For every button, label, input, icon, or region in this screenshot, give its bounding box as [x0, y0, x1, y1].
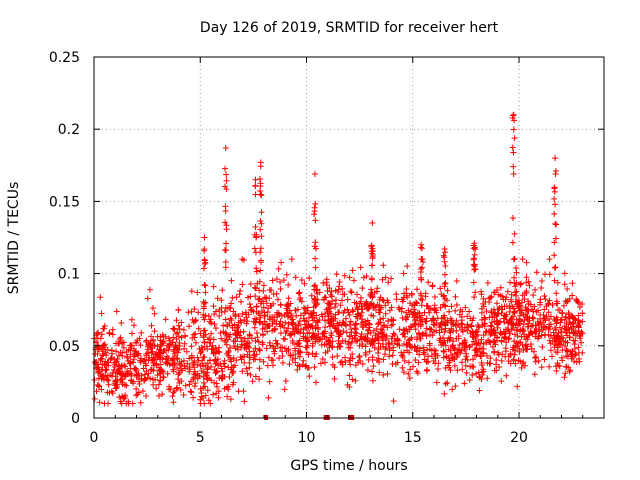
- y-tick-label: 0.1: [58, 267, 80, 283]
- x-tick-label: 10: [298, 430, 316, 446]
- y-tick-label: 0.25: [49, 50, 80, 66]
- x-tick-label: 15: [404, 430, 422, 446]
- x-tick-label: 20: [510, 430, 528, 446]
- y-tick-label: 0.05: [49, 339, 80, 355]
- y-tick-label: 0.2: [58, 122, 80, 138]
- x-tick-label: 5: [196, 430, 205, 446]
- y-tick-label: 0: [71, 411, 80, 427]
- chart-title: Day 126 of 2019, SRMTID for receiver her…: [200, 20, 499, 36]
- axis-ticks: 0 5 10 15 20 0 0.05 0.1 0.15 0.2 0.25: [49, 50, 604, 446]
- scatter-series: [91, 111, 586, 407]
- x-tick-label: 0: [90, 430, 99, 446]
- x-axis-label: GPS time / hours: [290, 458, 407, 474]
- y-tick-label: 0.15: [49, 194, 80, 210]
- y-axis-label: SRMTID / TECUs: [6, 182, 22, 295]
- data-points: [91, 111, 586, 407]
